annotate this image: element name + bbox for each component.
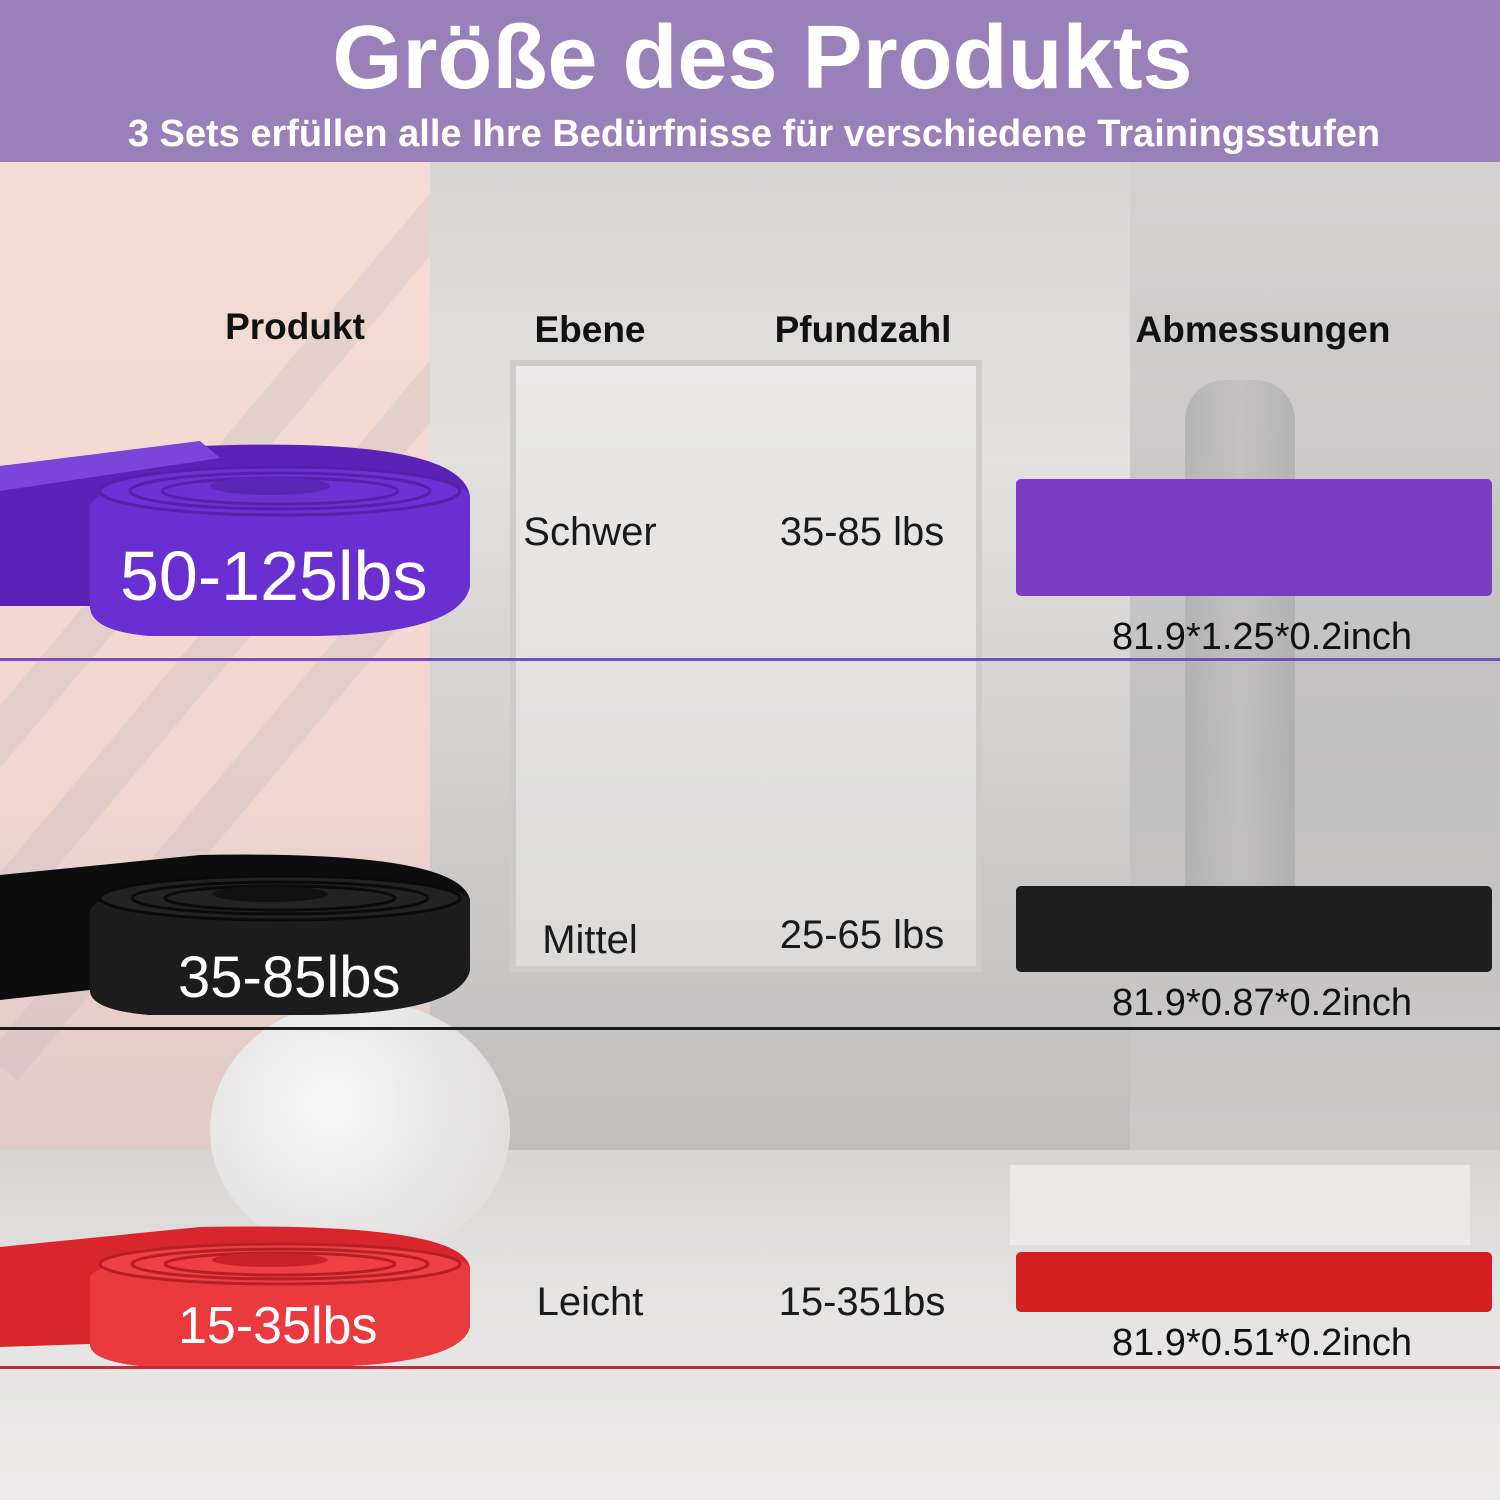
page-subtitle: 3 Sets erfüllen alle Ihre Bedürfnisse fü… bbox=[127, 113, 1381, 155]
band-image-purple: 50-125lbs bbox=[0, 436, 480, 646]
row-abmessungen: 81.9*0.51*0.2inch bbox=[1111, 1322, 1413, 1364]
header-banner: Größe des Produkts 3 Sets erfüllen alle … bbox=[0, 0, 1500, 162]
row-divider bbox=[0, 658, 1500, 661]
page-title: Größe des Produkts bbox=[332, 8, 1193, 108]
band-strip-black bbox=[1016, 886, 1492, 972]
row-abmessungen: 81.9*1.25*0.2inch bbox=[1111, 616, 1413, 658]
row-divider bbox=[0, 1366, 1500, 1369]
row-ebene: Leicht bbox=[536, 1280, 644, 1324]
column-header-produkt: Produkt bbox=[225, 306, 365, 347]
column-header-ebene: Ebene bbox=[534, 309, 646, 350]
row-abmessungen: 81.9*0.87*0.2inch bbox=[1111, 982, 1413, 1024]
row-pfundzahl: 35-85 lbs bbox=[779, 510, 945, 554]
band-weight-label: 50-125lbs bbox=[120, 537, 428, 615]
band-strip-red bbox=[1016, 1252, 1492, 1312]
band-weight-label: 15-35lbs bbox=[178, 1297, 378, 1355]
band-strip-purple bbox=[1016, 479, 1492, 596]
band-weight-label: 35-85lbs bbox=[178, 945, 401, 1010]
row-ebene: Schwer bbox=[523, 510, 657, 554]
row-pfundzahl: 15-351bs bbox=[778, 1280, 946, 1324]
band-image-black: 35-85lbs bbox=[0, 850, 480, 1020]
column-header-pfundzahl: Pfundzahl bbox=[774, 309, 952, 350]
column-header-abmessungen: Abmessungen bbox=[1135, 309, 1391, 350]
row-pfundzahl: 25-65 lbs bbox=[779, 913, 945, 957]
band-image-red: 15-35lbs bbox=[0, 1222, 480, 1372]
row-divider bbox=[0, 1027, 1500, 1030]
row-ebene: Mittel bbox=[542, 918, 638, 962]
